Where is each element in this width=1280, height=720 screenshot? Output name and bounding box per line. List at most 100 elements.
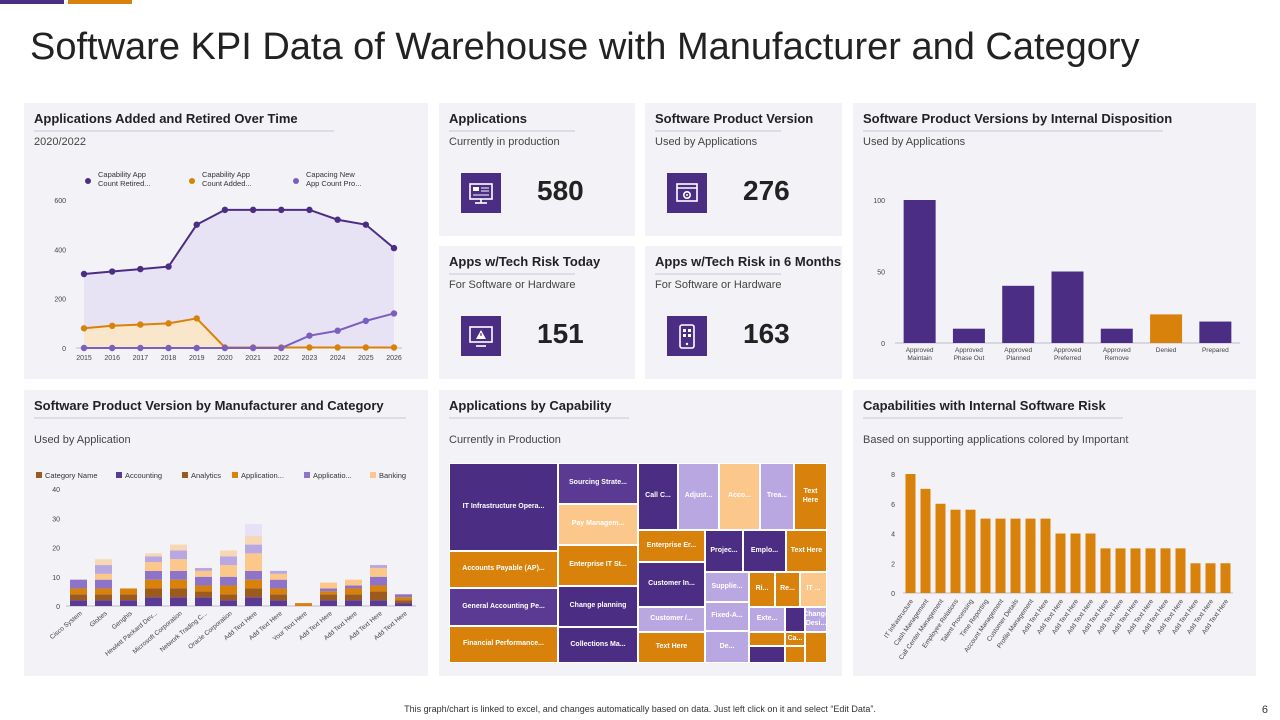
legend-label: Analytics: [191, 471, 221, 480]
data-point: [137, 265, 144, 273]
kpi-title: Software Product Version: [655, 111, 814, 126]
x-tick-label: Oracle Corporation: [187, 610, 234, 651]
bar-12: [1085, 533, 1096, 593]
treemap-cell: [785, 607, 805, 632]
stack-segment: [370, 565, 387, 568]
treemap-cell: Change Desi...: [805, 607, 827, 632]
kpi-card-tech-risk-6-months: Apps w/Tech Risk in 6 Months For Softwar…: [645, 246, 842, 379]
x-tick-label: 2016: [104, 355, 120, 362]
stack-segment: [220, 565, 237, 577]
bar-18: [1175, 548, 1186, 593]
treemap-cell: Emplo...: [743, 530, 786, 572]
bar-21: [1220, 563, 1231, 593]
data-point: [165, 320, 172, 327]
data-point: [278, 206, 285, 214]
panel-disposition: Software Product Versions by Internal Di…: [853, 103, 1256, 379]
stack-segment: [295, 603, 312, 606]
x-tick-label: Approved: [1004, 347, 1032, 354]
treemap-cell: Sourcing Strate...: [558, 463, 638, 504]
stack-segment: [245, 524, 262, 536]
treemap-cell: [749, 646, 785, 663]
stack-segment: [195, 597, 212, 606]
stack-segment: [370, 591, 387, 601]
bar-2: [935, 503, 946, 593]
page-number: 6: [1261, 704, 1268, 716]
stack-segment: [395, 597, 412, 601]
y-tick-label: 30: [52, 516, 60, 523]
data-point: [390, 310, 398, 317]
panel-subtitle: 2020/2022: [34, 136, 86, 148]
bar-3: [1051, 271, 1084, 343]
legend-marker: [85, 178, 91, 184]
stack-segment: [320, 588, 337, 592]
retired-area: [84, 209, 394, 348]
y-tick-label: 6: [891, 502, 895, 509]
bar-6: [1199, 321, 1232, 343]
footer-note: This graph/chart is linked to excel, and…: [404, 704, 876, 714]
x-tick-label: 2026: [386, 355, 402, 362]
data-point: [137, 321, 144, 328]
bar-8: [1025, 518, 1036, 593]
x-tick-label: 2018: [161, 355, 177, 362]
x-tick-label: 2025: [358, 355, 374, 362]
treemap-cell: Supplie...: [705, 572, 749, 602]
stack-segment: [95, 579, 112, 589]
data-point: [221, 206, 229, 214]
kpi-card-applications: Applications Currently in production 580: [439, 103, 635, 236]
panel-subtitle: Used by Application: [34, 434, 131, 446]
treemap-cell: Exte...: [749, 607, 785, 632]
bar-15: [1130, 548, 1141, 593]
treemap-cell: [749, 632, 785, 646]
data-point: [362, 221, 370, 228]
kpi-value: 151: [537, 318, 584, 349]
legend-marker: [182, 472, 188, 478]
data-point: [390, 244, 398, 252]
treemap-cell: Enterprise IT St...: [558, 545, 638, 586]
x-tick-label: 2024: [330, 355, 346, 362]
stack-segment: [345, 579, 362, 586]
treemap-cell: Customer In...: [638, 562, 705, 607]
treemap-cell: Re...: [775, 572, 800, 607]
legend-label: App Count Pro...: [306, 179, 361, 188]
kpi-value: 580: [537, 175, 584, 206]
stack-segment: [270, 579, 287, 589]
stack-segment: [270, 588, 287, 595]
stack-segment: [320, 600, 337, 606]
y-tick-label: 400: [54, 247, 66, 254]
series-line-0: [83, 208, 395, 275]
data-point: [80, 344, 88, 352]
stack-segment: [95, 559, 112, 566]
data-point: [80, 270, 88, 278]
legend-label: Accounting: [125, 471, 162, 480]
treemap-cell: IT ...: [800, 572, 827, 607]
data-point: [108, 322, 116, 329]
stack-segment: [170, 570, 187, 580]
treemap-cell: [785, 646, 805, 663]
bar-13: [1100, 548, 1111, 593]
y-tick-label: 4: [891, 532, 895, 539]
panel-applications-by-capability: Applications by Capability Currently in …: [439, 390, 842, 676]
data-point: [249, 206, 257, 214]
y-tick-label: 2: [891, 561, 895, 568]
stack-segment: [170, 579, 187, 589]
y-tick-label: 200: [54, 297, 66, 304]
stack-segment: [220, 594, 237, 601]
x-tick-label: Remove: [1105, 355, 1130, 362]
stack-segment: [95, 573, 112, 580]
stack-segment: [245, 544, 262, 554]
y-tick-label: 0: [891, 591, 895, 598]
stack-segment: [70, 600, 87, 606]
x-tick-label: 2019: [189, 355, 205, 362]
treemap-cell: Acco...: [719, 463, 760, 530]
data-point: [306, 206, 313, 214]
treemap-cell: Text Here: [786, 530, 827, 572]
panel-title: Capabilities with Internal Software Risk: [863, 398, 1106, 413]
treemap-cell: Fixed-A...: [705, 602, 749, 631]
stack-segment: [70, 594, 87, 601]
title-underline: [655, 273, 781, 275]
bar-7: [1010, 518, 1021, 593]
stack-segment: [195, 585, 212, 592]
bar-11: [1070, 533, 1081, 593]
kpi-title: Apps w/Tech Risk Today: [449, 254, 601, 269]
